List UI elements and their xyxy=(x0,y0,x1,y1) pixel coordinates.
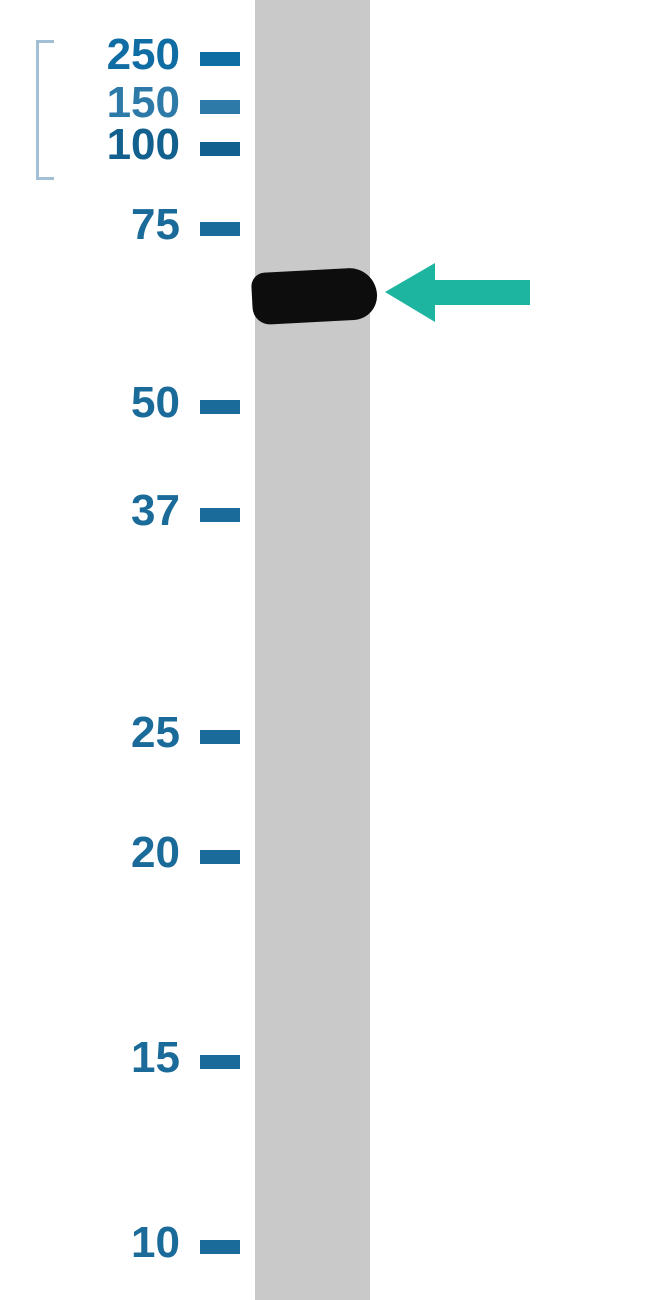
marker-tick-20 xyxy=(200,850,240,864)
western-blot-diagram: 250 150 100 75 50 37 25 20 15 10 xyxy=(0,0,650,1300)
marker-tick-15 xyxy=(200,1055,240,1069)
marker-tick-150 xyxy=(200,100,240,114)
gel-lane xyxy=(255,0,370,1300)
marker-label-20: 20 xyxy=(88,828,180,878)
marker-label-75: 75 xyxy=(88,200,180,250)
marker-label-10: 10 xyxy=(88,1218,180,1268)
marker-label-15: 15 xyxy=(88,1033,180,1083)
marker-tick-100 xyxy=(200,142,240,156)
marker-label-25: 25 xyxy=(88,708,180,758)
marker-tick-37 xyxy=(200,508,240,522)
marker-label-50: 50 xyxy=(88,378,180,428)
marker-tick-25 xyxy=(200,730,240,744)
marker-label-37: 37 xyxy=(88,486,180,536)
indicator-arrow-icon xyxy=(380,255,540,330)
marker-label-250: 250 xyxy=(60,30,180,80)
marker-tick-250 xyxy=(200,52,240,66)
marker-tick-75 xyxy=(200,222,240,236)
protein-band xyxy=(251,267,379,325)
marker-label-100: 100 xyxy=(60,120,180,170)
left-ruler xyxy=(36,40,54,180)
marker-tick-50 xyxy=(200,400,240,414)
marker-tick-10 xyxy=(200,1240,240,1254)
